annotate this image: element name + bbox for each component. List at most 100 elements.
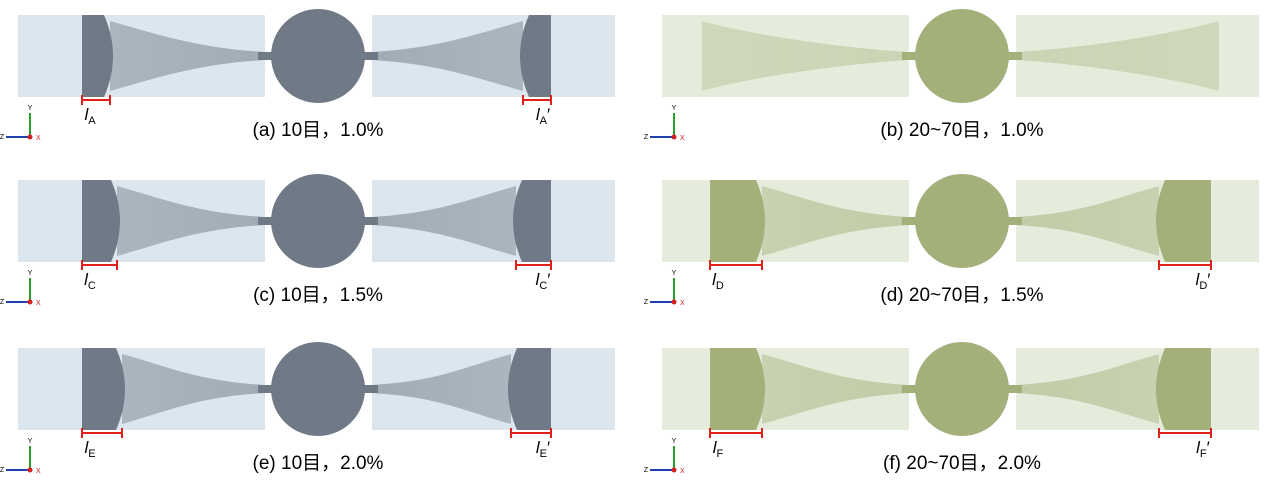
length-label: lE′ <box>536 438 550 459</box>
axis-x <box>671 134 677 140</box>
label-sub: F <box>1200 448 1207 460</box>
length-label: lA <box>84 105 96 126</box>
label-main: l <box>536 105 541 124</box>
label-sub: D <box>716 280 724 292</box>
axis-label: Z <box>644 467 649 474</box>
label-main: l <box>1196 270 1201 289</box>
panel: lE lE′YZ X (e) 10目，2.0% <box>0 342 615 475</box>
label-prime: ′ <box>547 105 550 124</box>
particle-cone <box>762 186 909 256</box>
axis-label: X <box>36 300 41 307</box>
particle-cone <box>372 21 523 91</box>
panel-caption: (a) 10目，1.0% <box>253 120 384 141</box>
label-main: l <box>84 438 89 457</box>
length-label: lF <box>713 438 724 459</box>
particle-cone <box>1016 21 1219 91</box>
axis-label: Y <box>28 438 33 445</box>
axis-label: Z <box>0 299 5 306</box>
packed-region <box>82 180 120 262</box>
packed-region <box>508 348 551 430</box>
panel: lD lD′YZ X (d) 20~70目，1.5% <box>644 174 1259 307</box>
panel-caption: (c) 10目，1.5% <box>253 285 383 306</box>
panel-caption: (f) 20~70目，2.0% <box>883 453 1041 474</box>
axis-label: Z <box>0 467 5 474</box>
label-sub: A <box>88 115 96 127</box>
length-label: lF′ <box>1196 438 1210 459</box>
particle-cone <box>1016 354 1159 424</box>
axis-label: Z <box>644 299 649 306</box>
specimen-disc <box>915 342 1009 436</box>
length-label: lD′ <box>1196 270 1211 291</box>
panel: lF lF′YZ X (f) 20~70目，2.0% <box>644 342 1259 475</box>
axis-x <box>671 467 677 473</box>
axis-label: X <box>36 468 41 475</box>
label-main: l <box>536 438 541 457</box>
label-main: l <box>713 438 718 457</box>
label-sub: C <box>88 280 96 292</box>
panel-caption: (b) 20~70目，1.0% <box>880 120 1043 141</box>
particle-cone <box>372 186 516 256</box>
axis-label: X <box>680 135 685 142</box>
packed-region <box>82 15 113 97</box>
label-prime: ′ <box>1207 270 1210 289</box>
label-prime: ′ <box>1207 438 1210 457</box>
panel: lC lC′YZ X (c) 10目，1.5% <box>0 174 615 307</box>
packed-region <box>513 180 551 262</box>
specimen-disc <box>271 9 365 103</box>
label-sub: E <box>88 448 95 460</box>
label-prime: ′ <box>547 438 550 457</box>
length-label: lD <box>712 270 724 291</box>
axis-label: X <box>680 468 685 475</box>
packed-region <box>520 15 551 97</box>
axis-label: Y <box>672 105 677 112</box>
label-sub: D <box>1199 280 1207 292</box>
packed-region <box>1156 348 1211 430</box>
packed-region <box>710 180 765 262</box>
axis-label: Y <box>672 438 677 445</box>
label-main: l <box>1196 438 1201 457</box>
axis-label: X <box>680 300 685 307</box>
packed-region <box>1156 180 1211 262</box>
axis-label: Y <box>672 270 677 277</box>
axis-label: X <box>36 135 41 142</box>
particle-cone <box>762 354 909 424</box>
label-sub: E <box>540 448 547 460</box>
label-main: l <box>84 105 89 124</box>
axis-label: Y <box>28 105 33 112</box>
length-label: lE <box>84 438 95 459</box>
axis-x <box>27 467 33 473</box>
particle-cone <box>122 354 265 424</box>
axis-x <box>27 134 33 140</box>
specimen-disc <box>915 9 1009 103</box>
specimen-disc <box>271 342 365 436</box>
specimen-disc <box>915 174 1009 268</box>
particle-cone <box>110 21 265 91</box>
packed-region <box>710 348 765 430</box>
label-sub: C <box>539 280 547 292</box>
particle-cone <box>1016 186 1159 256</box>
label-main: l <box>84 270 89 289</box>
label-prime: ′ <box>547 270 550 289</box>
label-sub: F <box>717 448 724 460</box>
axis-x <box>671 299 677 305</box>
particle-cone <box>702 21 909 91</box>
specimen-disc <box>271 174 365 268</box>
panel: Y Z X (b) 20~70目，1.0% <box>644 9 1259 142</box>
label-sub: A <box>540 115 548 127</box>
panel: lA lA′YZ X (a) 10目，1.0% <box>0 9 615 142</box>
packed-region <box>82 348 125 430</box>
axis-x <box>27 299 33 305</box>
panel-caption: (d) 20~70目，1.5% <box>880 285 1043 306</box>
label-main: l <box>536 270 541 289</box>
length-label: lC′ <box>536 270 551 291</box>
length-label: lC <box>84 270 96 291</box>
particle-cone <box>372 354 511 424</box>
axis-label: Z <box>0 134 5 141</box>
axis-label: Y <box>28 270 33 277</box>
particle-cone <box>117 186 265 256</box>
length-label: lA′ <box>536 105 550 126</box>
axis-label: Z <box>644 134 649 141</box>
label-main: l <box>712 270 717 289</box>
